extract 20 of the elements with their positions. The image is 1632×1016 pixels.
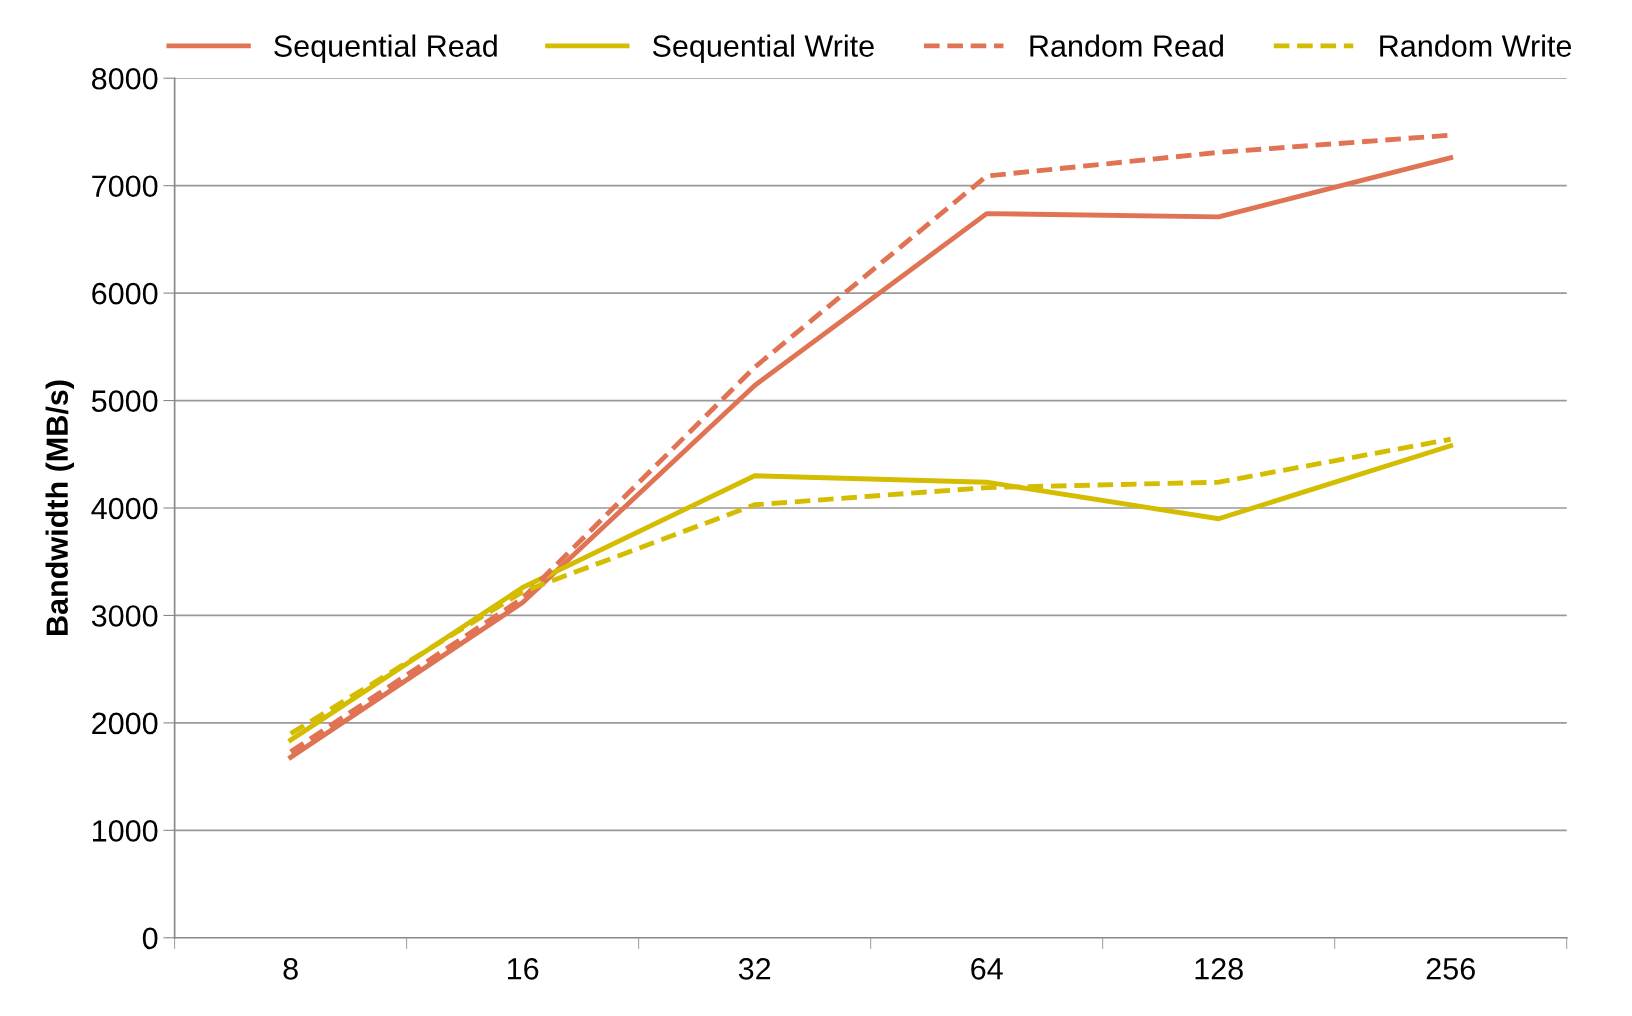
y-tick-label: 5000 — [91, 390, 158, 412]
x-tick-label: 8 — [283, 958, 298, 980]
legend-label: Sequential Write — [652, 34, 874, 63]
y-tick-label: 7000 — [92, 175, 158, 198]
y-tick-label: 1000 — [93, 820, 158, 842]
y-axis-title: Bandwidth (MB/s) — [45, 380, 75, 635]
y-tick-label: 0 — [142, 927, 158, 950]
legend-label: Random Read — [1030, 34, 1223, 57]
x-tick-label: 256 — [1426, 958, 1475, 980]
legend-label: Sequential Read — [274, 34, 497, 63]
y-tick-label: 6000 — [92, 282, 158, 305]
y-tick-label: 4000 — [91, 497, 158, 520]
y-tick-label: 3000 — [91, 605, 158, 627]
legend-label: Random Write — [1380, 34, 1572, 57]
x-tick-label: 32 — [738, 958, 771, 980]
y-tick-label: 8000 — [92, 67, 158, 90]
x-tick-label: 64 — [971, 958, 1003, 980]
x-tick-label: 128 — [1195, 958, 1243, 980]
y-tick-label: 2000 — [92, 712, 158, 735]
x-tick-label: 16 — [507, 958, 539, 980]
